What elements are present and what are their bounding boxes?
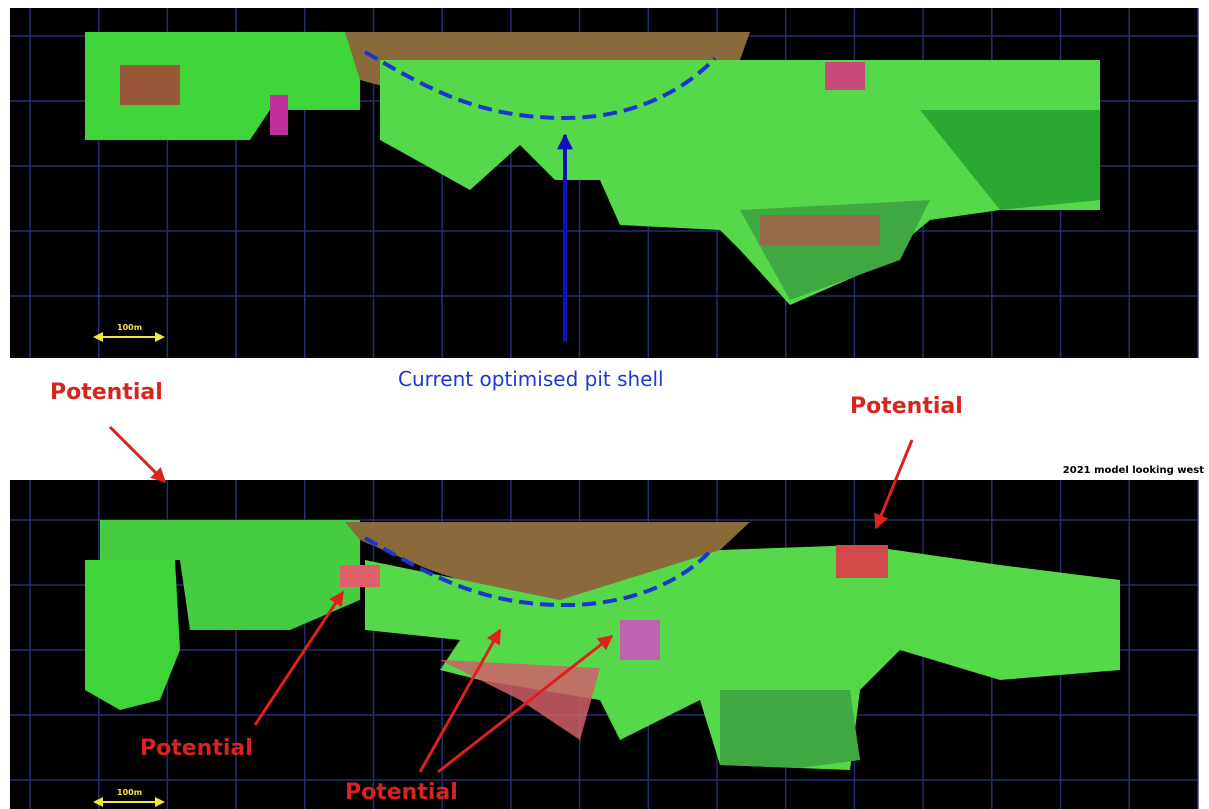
pit-shell (363, 50, 717, 121)
arrow (253, 590, 345, 726)
orebody (85, 560, 180, 710)
orebody (100, 520, 360, 630)
annotation: Potential (345, 780, 458, 805)
scale-label: 100m (117, 323, 142, 332)
oxide-zone (345, 522, 750, 605)
orebody (720, 690, 860, 768)
orebody (380, 60, 1100, 305)
orebody (85, 32, 360, 140)
high-grade (340, 565, 380, 587)
top-section: 100m (10, 8, 1199, 358)
orebody (365, 545, 1120, 770)
orebody (920, 110, 1100, 210)
high-grade (760, 215, 880, 245)
caption: 2021 model looking west (1063, 465, 1204, 476)
high-grade (440, 660, 600, 740)
annotation: Potential (140, 736, 253, 761)
high-grade (825, 62, 865, 90)
arrow (418, 628, 502, 773)
high-grade (836, 545, 888, 578)
annotation: Potential (850, 394, 963, 419)
high-grade (270, 95, 288, 135)
high-grade (120, 65, 180, 105)
arrow (108, 425, 167, 484)
pit-shell (364, 536, 715, 608)
bottom-section: 100m Potential Potential (10, 480, 1199, 809)
arrow (437, 634, 614, 774)
scale-label: 100m (117, 788, 142, 797)
arrow (874, 439, 914, 530)
annotation: Potential (50, 380, 163, 405)
high-grade (620, 620, 660, 660)
pit-shell-label: Current optimised pit shell (398, 367, 664, 391)
